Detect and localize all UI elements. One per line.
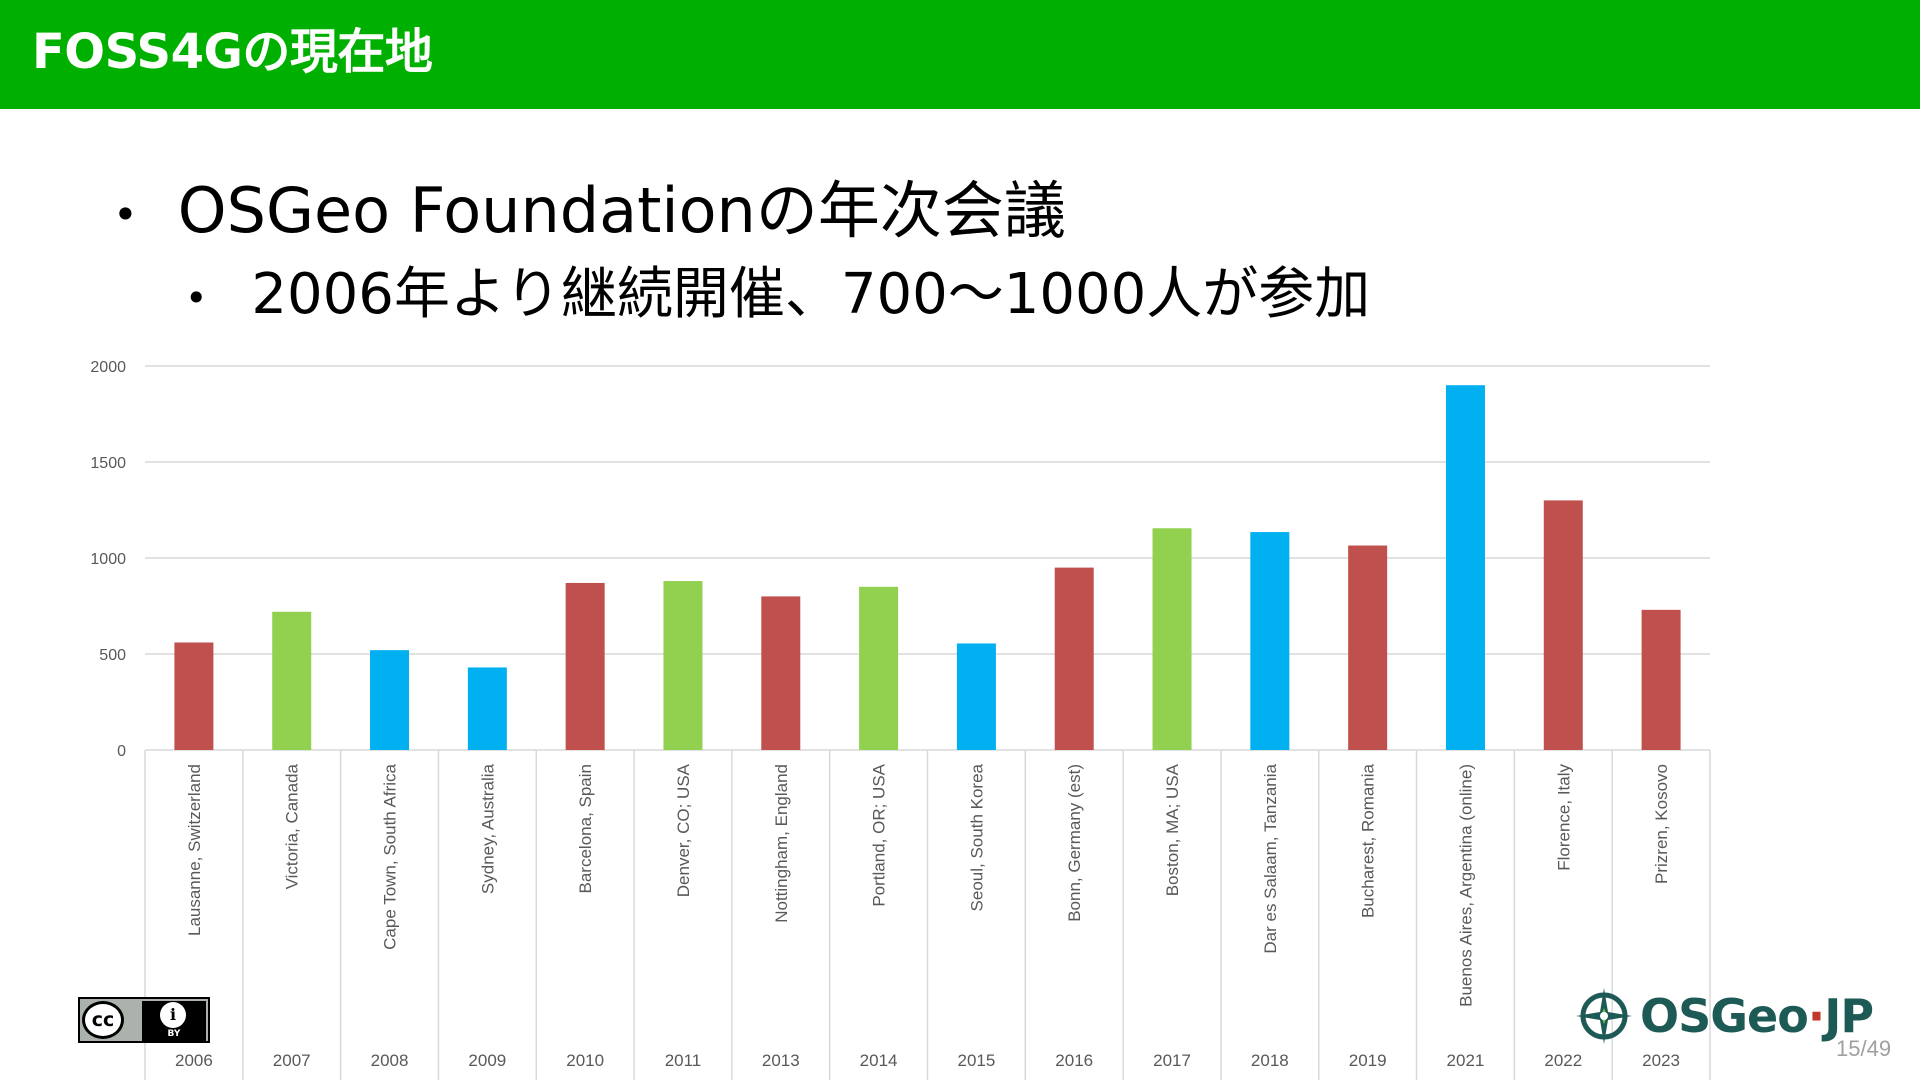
x-location-label: Portland, OR; USA [870, 763, 889, 906]
x-location-label: Nottingham, England [772, 764, 791, 923]
bar [565, 582, 605, 750]
x-year-label: 2009 [468, 1051, 506, 1070]
x-location-label: Boston, MA; USA [1163, 763, 1182, 896]
x-year-label: 2007 [273, 1051, 311, 1070]
x-location-label: Barcelona, Spain [576, 764, 595, 893]
x-location-label: Bonn, Germany (est) [1065, 764, 1084, 922]
bar [761, 596, 801, 750]
by-label: BY [167, 1029, 181, 1039]
y-tick-label: 0 [117, 743, 126, 760]
x-year-label: 2022 [1544, 1051, 1582, 1070]
x-year-label: 2019 [1349, 1051, 1387, 1070]
y-tick-label: 2000 [90, 359, 126, 376]
title-bar: FOSS4Gの現在地 [0, 0, 1920, 109]
bullet-dot: • [113, 189, 138, 239]
x-year-label: 2023 [1642, 1051, 1680, 1070]
x-year-label: 2021 [1447, 1051, 1485, 1070]
y-tick-label: 500 [99, 647, 126, 664]
bar [174, 642, 214, 750]
logo-jp: JP [1824, 989, 1874, 1043]
page-number: 15/49 [1836, 1036, 1892, 1061]
bar [1250, 532, 1290, 750]
bar [663, 581, 703, 750]
x-location-label: Buenos Aires, Argentina (online) [1456, 764, 1475, 1007]
y-tick-label: 1500 [90, 455, 126, 472]
cc-icon: cc [82, 1001, 124, 1039]
logo-osgeo: OSGeo [1640, 989, 1809, 1043]
osgeo-compass-icon [1576, 988, 1632, 1044]
x-location-label: Prizren, Kosovo [1652, 764, 1671, 884]
x-location-label: Bucharest, Romania [1359, 763, 1378, 918]
x-year-label: 2008 [371, 1051, 409, 1070]
y-tick-label: 1000 [90, 551, 126, 568]
bar [1348, 545, 1388, 750]
x-location-label: Dar es Salaam, Tanzania [1261, 763, 1280, 953]
x-year-label: 2014 [860, 1051, 898, 1070]
slide-title: FOSS4Gの現在地 [32, 24, 433, 80]
bullet-main-text: OSGeo Foundationの年次会議 [177, 174, 1066, 247]
x-location-label: Seoul, South Korea [967, 763, 986, 911]
cc-by-license-badge: cc i BY [78, 997, 210, 1043]
bar [1543, 500, 1583, 750]
x-location-label: Sydney, Australia [478, 763, 497, 894]
x-year-label: 2017 [1153, 1051, 1191, 1070]
x-year-label: 2016 [1055, 1051, 1093, 1070]
bar [370, 650, 410, 750]
bullet-main: • OSGeo Foundationの年次会議 [113, 175, 1066, 251]
bar [956, 643, 996, 750]
x-location-label: Victoria, Canada [283, 763, 302, 889]
bar [859, 586, 899, 750]
bullet-sub-text: 2006年より継続開催、700〜1000人が参加 [251, 262, 1371, 327]
x-location-label: Cape Town, South Africa [381, 763, 400, 949]
logo-text: OSGeo·JP [1640, 988, 1874, 1044]
osgeo-jp-logo: OSGeo·JP [1574, 986, 1874, 1046]
by-block: i BY [142, 1001, 206, 1041]
bar [1445, 385, 1485, 750]
bar [272, 611, 312, 750]
bullet-sub: • 2006年より継続開催、700〜1000人が参加 [185, 262, 1370, 331]
x-location-label: Lausanne, Switzerland [185, 764, 204, 936]
x-year-label: 2006 [175, 1051, 213, 1070]
x-location-label: Denver, CO; USA [674, 763, 693, 897]
x-year-label: 2011 [665, 1051, 702, 1070]
x-year-label: 2010 [566, 1051, 604, 1070]
bar [1152, 528, 1192, 750]
bar [1054, 567, 1094, 750]
x-year-label: 2015 [957, 1051, 995, 1070]
bar [1641, 609, 1681, 750]
x-location-label: Florence, Italy [1554, 764, 1573, 871]
logo-dot: · [1807, 989, 1826, 1043]
bullet-dot: • [185, 275, 208, 320]
attribution-icon: i [160, 1002, 186, 1028]
x-year-label: 2018 [1251, 1051, 1289, 1070]
x-year-label: 2013 [762, 1051, 800, 1070]
bar [467, 667, 507, 750]
